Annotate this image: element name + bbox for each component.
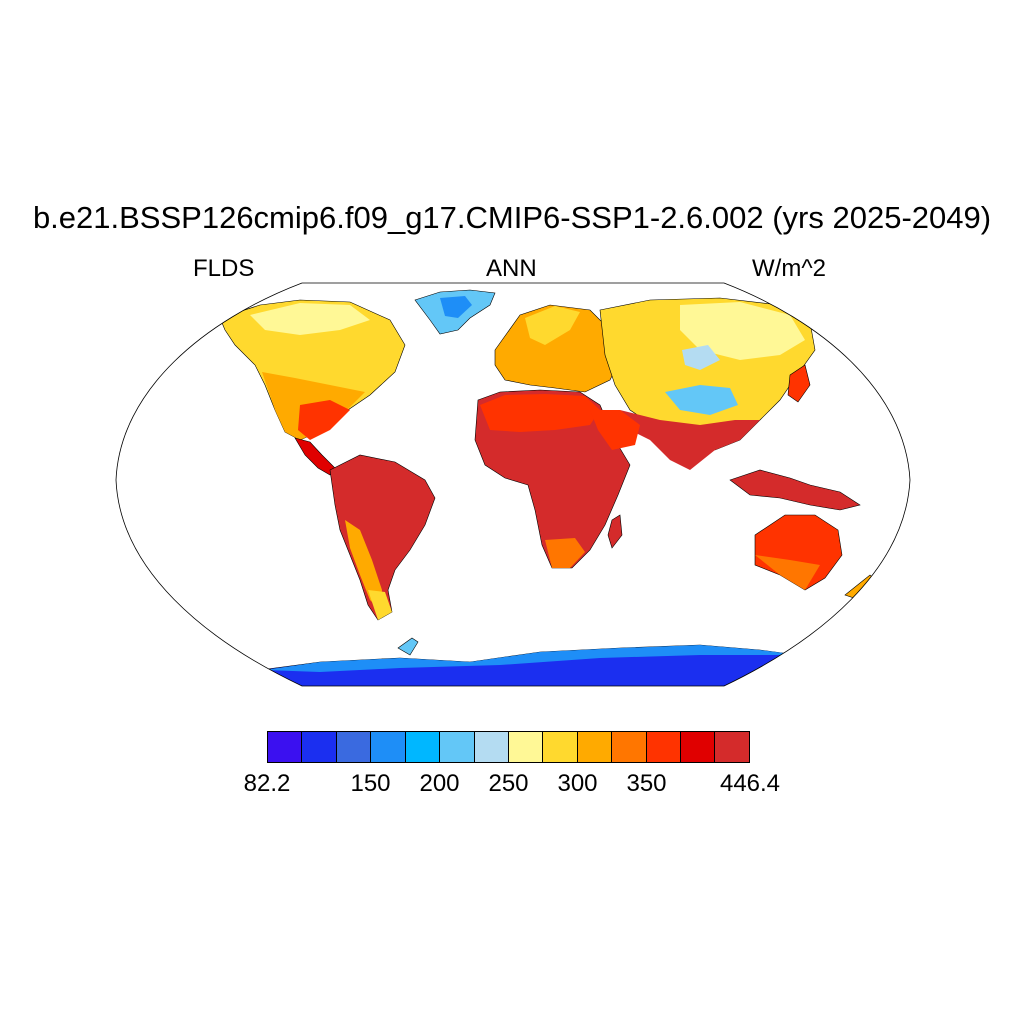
figure-title: b.e21.BSSP126cmip6.f09_g17.CMIP6-SSP1-2.… bbox=[32, 200, 992, 235]
colorbar-box bbox=[646, 732, 682, 762]
australia-south bbox=[755, 555, 820, 590]
antarctica bbox=[116, 644, 910, 686]
colorbar-box bbox=[371, 732, 406, 762]
antarctica-coast bbox=[265, 645, 800, 672]
colorbar-tick-label: 350 bbox=[626, 770, 667, 797]
colorbar-tick-label: 200 bbox=[419, 770, 460, 797]
colorbar-box bbox=[508, 732, 544, 762]
colorbar-tick-label: 82.2 bbox=[243, 770, 291, 797]
greenland-core bbox=[440, 296, 472, 318]
colorbar-tick-label: 446.4 bbox=[719, 770, 781, 797]
colorbar-box bbox=[440, 732, 475, 762]
map-border bbox=[115, 282, 911, 687]
colorbar-box bbox=[681, 732, 716, 762]
colorbar-box bbox=[577, 732, 613, 762]
madagascar bbox=[607, 514, 623, 549]
colorbar-box bbox=[405, 732, 441, 762]
colorbar-box bbox=[268, 732, 303, 762]
scandinavia bbox=[525, 306, 580, 345]
variable-label: FLDS bbox=[193, 255, 255, 282]
colorbar-box bbox=[474, 732, 509, 762]
season-label: ANN bbox=[486, 255, 537, 282]
colorbar-box bbox=[715, 732, 749, 762]
indonesia bbox=[729, 469, 861, 511]
africa-north bbox=[480, 394, 600, 432]
colorbar-box bbox=[612, 732, 647, 762]
north-america-arctic bbox=[250, 303, 370, 335]
south-america-andes bbox=[345, 520, 382, 610]
colorbar bbox=[267, 731, 750, 763]
colorbar-tick-label: 300 bbox=[557, 770, 598, 797]
north-america-southeast bbox=[298, 400, 350, 440]
central-america bbox=[294, 437, 336, 476]
south-america bbox=[329, 454, 436, 621]
japan bbox=[787, 364, 811, 403]
colorbar-box bbox=[336, 732, 372, 762]
new-zealand bbox=[844, 574, 879, 601]
antarctic-peninsula bbox=[397, 637, 419, 656]
colorbar-box bbox=[543, 732, 578, 762]
africa bbox=[474, 389, 631, 569]
tibetan-plateau bbox=[665, 385, 738, 415]
mongolia-low bbox=[682, 345, 720, 370]
south-asia bbox=[620, 410, 760, 470]
colorbar-box bbox=[302, 732, 337, 762]
colorbar-labels: 82.2 150 200 250 300 350 446.4 bbox=[0, 770, 1024, 800]
units-label: W/m^2 bbox=[752, 255, 826, 282]
arabia bbox=[590, 410, 640, 450]
africa-south bbox=[545, 538, 585, 568]
siberia bbox=[680, 302, 805, 360]
europe bbox=[494, 304, 621, 393]
south-america-patagonia bbox=[368, 590, 392, 620]
colorbar-tick-label: 250 bbox=[488, 770, 529, 797]
colorbar-tick-label: 150 bbox=[350, 770, 391, 797]
